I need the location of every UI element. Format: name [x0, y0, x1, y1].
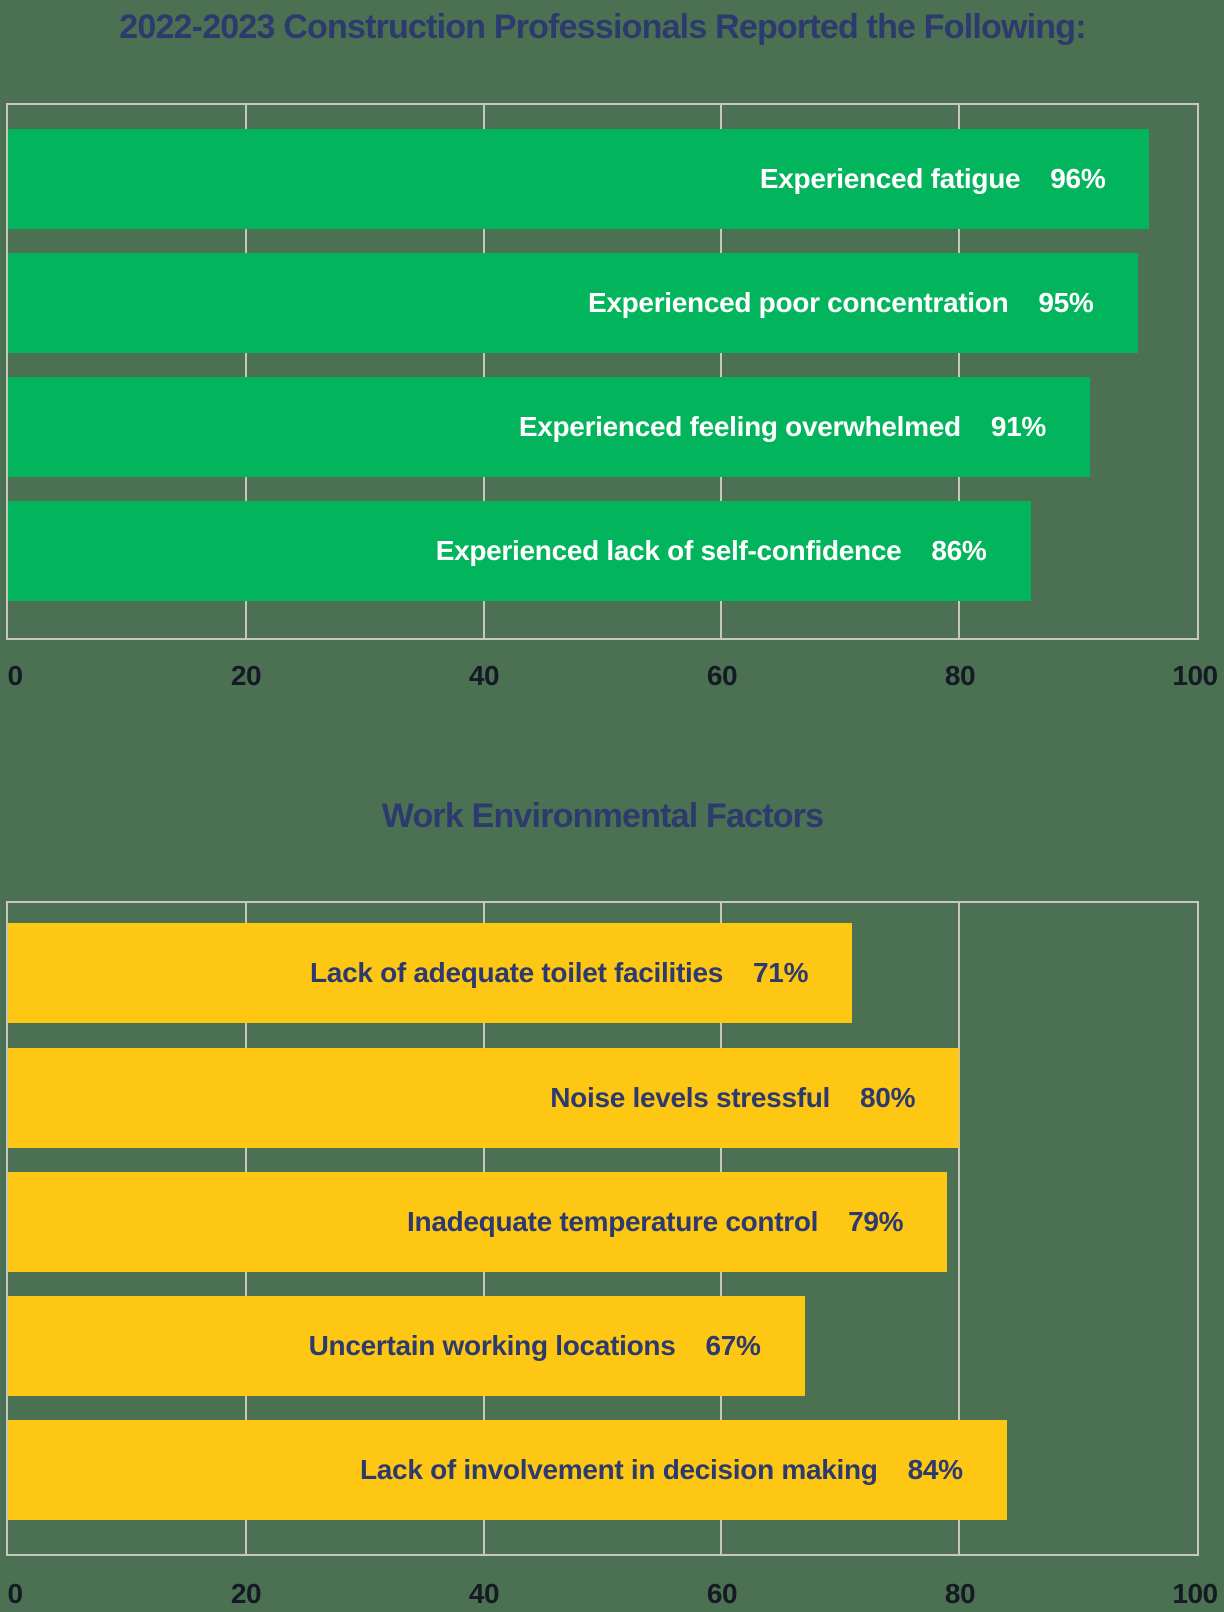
- bar-value: 80%: [860, 1082, 916, 1113]
- axis-tick: 0: [7, 1578, 23, 1609]
- axis-tick: 20: [230, 1578, 262, 1609]
- bar-value: 96%: [1050, 163, 1106, 194]
- chart2-title: Work Environmental Factors: [381, 797, 824, 835]
- bar-uncertain-working-locations: Uncertain working locations 67%: [8, 1296, 805, 1396]
- bar-value: 71%: [753, 957, 809, 988]
- axis-tick: 80: [944, 1578, 976, 1609]
- bar-label: Uncertain working locations: [308, 1330, 676, 1361]
- axis-tick: 100: [1172, 1578, 1218, 1609]
- bar-experienced-feeling-overwhelmed: Experienced feeling overwhelmed 91%: [8, 377, 1090, 477]
- bar-label: Lack of adequate toilet facilities: [310, 957, 724, 988]
- chart1-gridline-80: [958, 105, 961, 638]
- axis-tick: 40: [468, 660, 500, 691]
- chart2-gridline-80: [958, 903, 961, 1554]
- bar-value: 86%: [931, 535, 987, 566]
- axis-tick: 60: [706, 660, 738, 691]
- axis-tick: 80: [944, 660, 976, 691]
- chart1-gridline-20: [244, 105, 247, 638]
- chart1-gridline-60: [720, 105, 723, 638]
- bar-label: Noise levels stressful: [550, 1082, 831, 1113]
- bar-experienced-poor-concentration: Experienced poor concentration 95%: [8, 253, 1138, 353]
- axis-tick: 20: [230, 660, 262, 691]
- bar-value: 79%: [848, 1206, 904, 1237]
- bar-experienced-lack-of-self-confidence: Experienced lack of self-confidence 86%: [8, 501, 1031, 601]
- chart1-gridline-40: [482, 105, 485, 638]
- bar-value: 95%: [1038, 287, 1094, 318]
- chart1-plot-area: Experienced fatigue 96% Experienced poor…: [6, 103, 1199, 640]
- bar-experienced-fatigue: Experienced fatigue 96%: [8, 129, 1150, 229]
- bar-label: Experienced feeling overwhelmed: [518, 411, 961, 442]
- chart1-x-axis: 0 20 40 60 80 100: [6, 660, 1218, 694]
- bar-label: Experienced fatigue: [759, 163, 1021, 194]
- bar-noise-levels-stressful: Noise levels stressful 80%: [8, 1048, 960, 1148]
- bar-lack-of-adequate-toilet-facilities: Lack of adequate toilet facilities 71%: [8, 923, 853, 1023]
- axis-tick: 40: [468, 1578, 500, 1609]
- bar-inadequate-temperature-control: Inadequate temperature control 79%: [8, 1172, 948, 1272]
- bar-value: 84%: [907, 1454, 963, 1485]
- chart1-title: 2022-2023 Construction Professionals Rep…: [119, 8, 1086, 46]
- axis-tick: 0: [7, 660, 23, 691]
- bar-label: Lack of involvement in decision making: [359, 1454, 878, 1485]
- chart2-plot-area: Lack of adequate toilet facilities 71% N…: [6, 901, 1199, 1556]
- bar-label: Experienced poor concentration: [587, 287, 1009, 318]
- bar-value: 67%: [705, 1330, 761, 1361]
- bar-label: Experienced lack of self-confidence: [435, 535, 902, 566]
- bar-lack-of-involvement-in-decision-making: Lack of involvement in decision making 8…: [8, 1420, 1007, 1520]
- bar-label: Inadequate temperature control: [407, 1206, 819, 1237]
- axis-tick: 60: [706, 1578, 738, 1609]
- chart2-x-axis: 0 20 40 60 80 100: [6, 1578, 1218, 1612]
- axis-tick: 100: [1172, 660, 1218, 691]
- bar-value: 91%: [990, 411, 1046, 442]
